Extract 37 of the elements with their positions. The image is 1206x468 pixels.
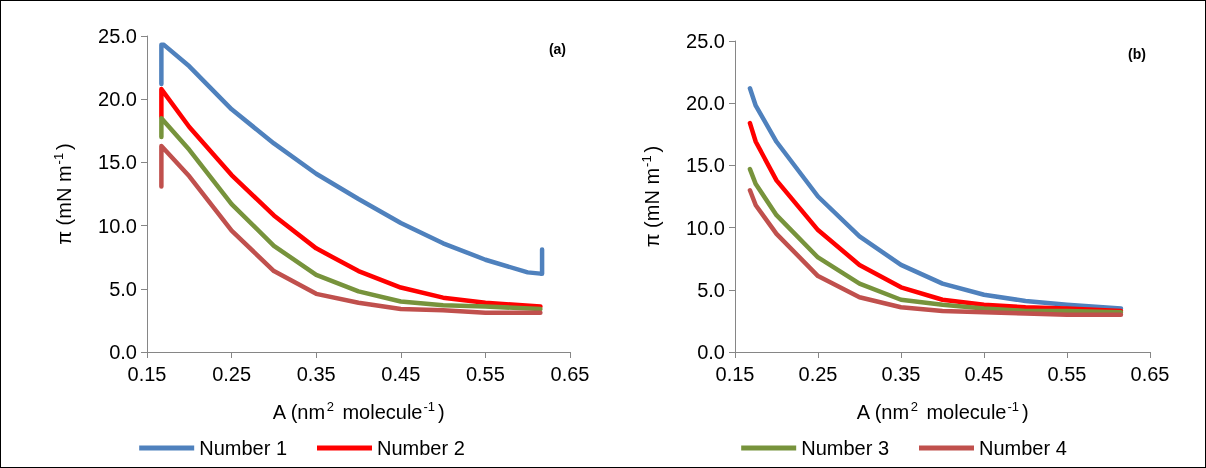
x-tick-label: 0.65	[550, 363, 590, 385]
y-tick-label: 0.0	[697, 341, 725, 363]
x-tick-label: 0.45	[964, 363, 1004, 385]
y-tick-label: 15.0	[686, 154, 725, 177]
x-tick-label: 0.35	[881, 363, 921, 385]
legend-label: Number 3	[801, 437, 889, 459]
x-tick-label: 0.25	[212, 363, 252, 385]
line-series	[747, 188, 1124, 317]
y-tick-label: 10.0	[686, 216, 725, 239]
legend-label: Number 2	[377, 437, 465, 459]
x-tick-label: 0.45	[381, 363, 421, 385]
y-tick-label: 25.0	[686, 30, 725, 52]
y-tick-label: 0.0	[109, 341, 137, 363]
line-series	[747, 166, 1124, 315]
x-tick-label: 0.55	[465, 363, 505, 385]
x-tick-label: 0.35	[296, 363, 336, 385]
line-series	[159, 42, 545, 276]
y-tick-label: 5.0	[109, 277, 137, 300]
annotation: (b)	[1128, 46, 1147, 62]
x-tick-label: 0.25	[798, 363, 838, 385]
x-tick-label: 0.15	[127, 363, 167, 385]
y-tick-label: 20.0	[686, 92, 725, 115]
y-axis-title: π (mN m-1)	[51, 143, 75, 245]
x-tick-label: 0.65	[1130, 363, 1170, 385]
y-tick-label: 5.0	[697, 278, 725, 301]
annotation: (a)	[548, 41, 567, 57]
y-tick-label: 25.0	[98, 25, 137, 47]
x-tick-label: 0.15	[715, 363, 755, 385]
y-tick-label: 10.0	[98, 214, 137, 237]
x-tick-label: 0.55	[1047, 363, 1087, 385]
legend-label: Number 4	[979, 437, 1067, 459]
line-series	[159, 143, 543, 316]
y-tick-label: 20.0	[98, 88, 137, 111]
legend-label: Number 1	[199, 437, 287, 459]
y-tick-label: 15.0	[98, 151, 137, 174]
y-axis-title: π (mN m-1)	[639, 145, 663, 248]
line-series	[747, 86, 1124, 311]
